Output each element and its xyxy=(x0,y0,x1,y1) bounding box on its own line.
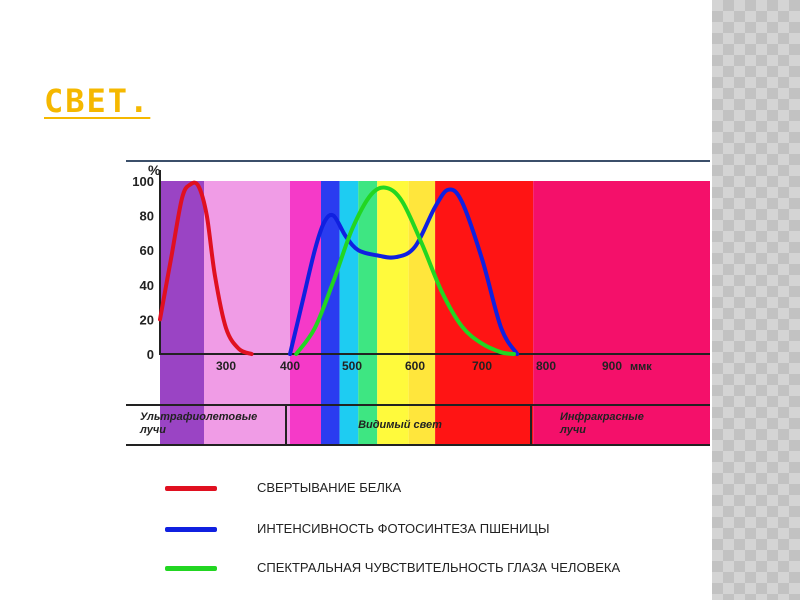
region-strip xyxy=(160,354,710,446)
y-tick-label: 0 xyxy=(147,347,154,362)
decorative-side-pattern xyxy=(712,0,800,600)
spectrum-strip-band-4 xyxy=(339,354,359,446)
spectrum-strip-band-0 xyxy=(160,354,204,446)
y-unit-label: % xyxy=(148,162,161,178)
x-tick-label: 600 xyxy=(405,359,425,373)
y-tick-label: 40 xyxy=(140,278,154,293)
spectrum-strip-band-7 xyxy=(408,354,436,446)
spectrum-bands xyxy=(160,181,710,354)
spectrum-strip-band-2 xyxy=(290,354,321,446)
spectrum-strip-band-5 xyxy=(358,354,378,446)
spectrum-strip-band-9 xyxy=(533,354,710,446)
x-tick-label: 800 xyxy=(536,359,556,373)
x-tick-label: 700 xyxy=(472,359,492,373)
legend-label-photosynthesis: ИНТЕНСИВНОСТЬ ФОТОСИНТЕЗА ПШЕНИЦЫ xyxy=(257,521,550,536)
spectrum-strip-band-3 xyxy=(321,354,340,446)
spectrum-band-6 xyxy=(377,181,409,354)
x-tick-label: 300 xyxy=(216,359,236,373)
legend-label-protein: СВЕРТЫВАНИЕ БЕЛКА xyxy=(257,480,402,495)
y-tick-label: 80 xyxy=(140,209,154,224)
spectrum-band-1 xyxy=(204,181,290,354)
spectrum-band-0 xyxy=(160,181,204,354)
x-tick-label: 500 xyxy=(342,359,362,373)
region-label: Инфракрасные xyxy=(560,411,644,423)
top-rule xyxy=(126,160,710,162)
y-tick-label: 20 xyxy=(140,312,154,327)
y-tick-label: 100 xyxy=(132,174,154,189)
photosynthesis-curve xyxy=(288,187,520,356)
region-label: лучи xyxy=(139,424,166,436)
protein-coagulation-curve xyxy=(158,180,254,356)
slide-title: СВЕТ. xyxy=(44,82,151,120)
x-tick-label: 900 xyxy=(602,359,622,373)
legend-line-blue xyxy=(165,527,217,532)
y-tick-labels: 0 20 40 60 80 100 xyxy=(132,174,154,362)
x-tick-labels: 300 400 500 600 700 800 900 xyxy=(216,359,622,373)
spectrum-band-5 xyxy=(358,181,378,354)
region-label: Ультрафиолетовые xyxy=(140,411,257,423)
data-curves xyxy=(158,180,520,356)
legend-line-green xyxy=(165,566,217,571)
x-tick-label: 400 xyxy=(280,359,300,373)
spectrum-band-3 xyxy=(321,181,340,354)
region-label: Видимый свет xyxy=(358,419,442,431)
eye-sensitivity-curve xyxy=(294,185,516,356)
spectrum-strip-band-6 xyxy=(377,354,409,446)
legend-label-eye-sensitivity: СПЕКТРАЛЬНАЯ ЧУВСТВИТЕЛЬНОСТЬ ГЛАЗА ЧЕЛО… xyxy=(257,560,621,575)
y-tick-label: 60 xyxy=(140,243,154,258)
spectrum-strip-band-1 xyxy=(204,354,290,446)
spectrum-band-4 xyxy=(339,181,359,354)
legend-line-red xyxy=(165,486,217,491)
spectrum-strip-band-8 xyxy=(435,354,534,446)
spectrum-band-9 xyxy=(533,181,710,354)
x-unit-label: ммк xyxy=(630,361,652,373)
region-label: лучи xyxy=(559,424,586,436)
